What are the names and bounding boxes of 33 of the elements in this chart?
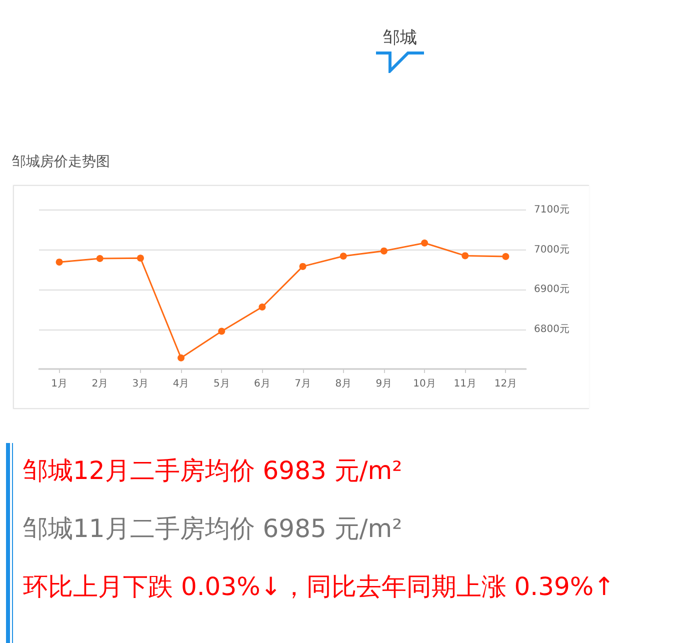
- text: 邹城: [382, 28, 418, 48]
- x-tick-label: 8月: [335, 378, 352, 390]
- x-tick-label: 4月: [172, 378, 190, 390]
- x-tick-label: 7月: [294, 378, 311, 390]
- point: [178, 354, 185, 362]
- x-tick-label: 3月: [132, 378, 149, 390]
- y-tick-label: 6800元: [534, 324, 570, 335]
- text: 环比上月下跌 0.03%↓，同比去年同期上涨 0.39%↑: [23, 571, 615, 603]
- y-tick-label: 7100元: [534, 204, 570, 216]
- y-tick-label: 7000元: [534, 244, 570, 256]
- point: [136, 254, 144, 262]
- point: [421, 239, 428, 246]
- point: [258, 303, 266, 310]
- point: [218, 328, 226, 335]
- point: [380, 247, 388, 254]
- x-tick-label: 5月: [213, 378, 230, 390]
- x-tick-label: 11月: [454, 378, 476, 390]
- point: [56, 258, 63, 266]
- text: 邹城11月二手房均价 6985 元/m²: [23, 513, 402, 545]
- x-tick-label: 9月: [376, 378, 392, 390]
- point: [299, 262, 306, 270]
- point: [340, 252, 347, 260]
- x-tick-label: 12月: [494, 378, 518, 390]
- point: [502, 253, 510, 260]
- point: [96, 254, 104, 262]
- x-tick-label: 10月: [413, 378, 436, 390]
- chart-title: 邹城房价走势图: [12, 153, 110, 171]
- point: [462, 252, 469, 260]
- x-tick-label: 1月: [51, 378, 68, 390]
- y-tick-label: 6900元: [534, 284, 570, 295]
- text: 邹城12月二手房均价 6983 元/m²: [23, 455, 402, 487]
- x-tick-label: 2月: [92, 378, 108, 390]
- x-tick-label: 6月: [254, 378, 270, 390]
